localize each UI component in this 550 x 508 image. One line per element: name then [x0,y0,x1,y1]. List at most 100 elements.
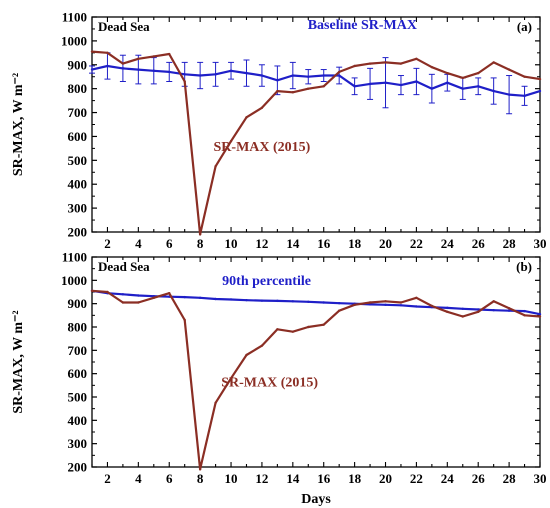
data-point [245,116,248,119]
data-point [384,61,387,64]
data-point [446,81,449,84]
data-point [492,300,495,303]
x-tick-label: 4 [135,471,142,486]
data-point [260,344,264,347]
x-tick-label: 24 [441,236,455,251]
data-point [538,77,542,81]
x-tick-label: 12 [255,471,268,486]
data-point [276,89,279,93]
data-point [384,81,387,84]
series-sr-max-2015 [90,289,542,471]
series-annotation: SR-MAX (2015) [221,376,318,391]
y-tick-label: 500 [68,153,88,168]
y-tick-label: 300 [68,201,88,216]
data-point [198,233,202,236]
data-point [384,303,387,307]
data-point [492,89,495,93]
data-point [198,74,202,77]
x-tick-label: 26 [472,471,486,486]
data-point [399,304,403,307]
y-tick-label: 600 [68,129,88,144]
y-tick-label: 900 [68,57,88,72]
y-axis-title: SR-MAX, W m⁻² [11,310,26,413]
data-point [477,310,480,314]
data-point [245,71,248,75]
data-point [168,70,171,74]
x-tick-label: 16 [317,236,331,251]
data-point [322,85,325,88]
data-point [322,323,325,326]
x-tick-label: 30 [534,236,547,251]
x-tick-label: 24 [441,471,455,486]
x-tick-label: 26 [472,236,486,251]
y-tick-label: 1000 [61,273,87,288]
data-point [507,93,511,96]
data-point [492,309,495,312]
data-point [337,302,341,305]
series-line [91,289,541,471]
data-point [337,74,341,77]
x-tick-label: 18 [348,471,362,486]
series-line [91,50,541,236]
data-point [507,68,511,71]
data-point [260,106,264,109]
x-tick-label: 8 [197,236,204,251]
data-point [183,295,186,299]
series-reference [89,52,542,115]
y-tick-label: 700 [68,343,88,358]
x-tick-label: 18 [348,236,362,251]
data-point [260,74,264,77]
data-point [523,309,526,313]
data-point [183,73,186,76]
data-point [152,296,155,300]
data-point [106,51,109,55]
x-tick-label: 4 [135,236,142,251]
x-tick-label: 10 [225,236,238,251]
series-line [91,64,541,97]
data-point [415,80,418,83]
data-point [307,300,310,303]
panel-label: (b) [516,259,532,274]
x-tick-label: 6 [166,471,173,486]
data-point [507,307,511,310]
x-tick-label: 22 [410,236,423,251]
y-tick-label: 500 [68,390,88,405]
y-tick-label: 800 [68,81,88,96]
x-tick-label: 14 [286,471,300,486]
data-point [168,52,171,56]
y-tick-label: 600 [68,366,88,381]
data-point [90,50,94,53]
data-point [121,293,125,296]
data-point [353,64,356,68]
x-tick-label: 22 [410,471,423,486]
data-point [430,87,434,90]
y-tick-label: 1100 [62,10,87,25]
data-point [229,298,233,301]
location-label: Dead Sea [98,259,150,274]
data-point [229,69,233,72]
data-point [368,303,372,306]
data-point [446,306,449,310]
data-point [121,301,125,304]
data-point [538,312,542,316]
data-point [229,140,233,143]
location-label: Dead Sea [98,19,150,34]
data-point [368,82,372,86]
data-point [291,74,295,77]
data-point [461,307,464,310]
x-tick-label: 20 [379,471,392,486]
data-point [198,296,202,300]
data-point [307,75,310,78]
x-axis-title: Days [301,492,331,507]
data-point [461,87,464,90]
series-line [91,289,541,316]
y-axis-title: SR-MAX, W m⁻² [11,73,26,176]
y-tick-label: 400 [68,177,88,192]
data-point [152,69,155,72]
data-point [538,315,542,318]
data-point [353,85,356,88]
data-point [229,377,233,380]
data-point [183,318,186,322]
